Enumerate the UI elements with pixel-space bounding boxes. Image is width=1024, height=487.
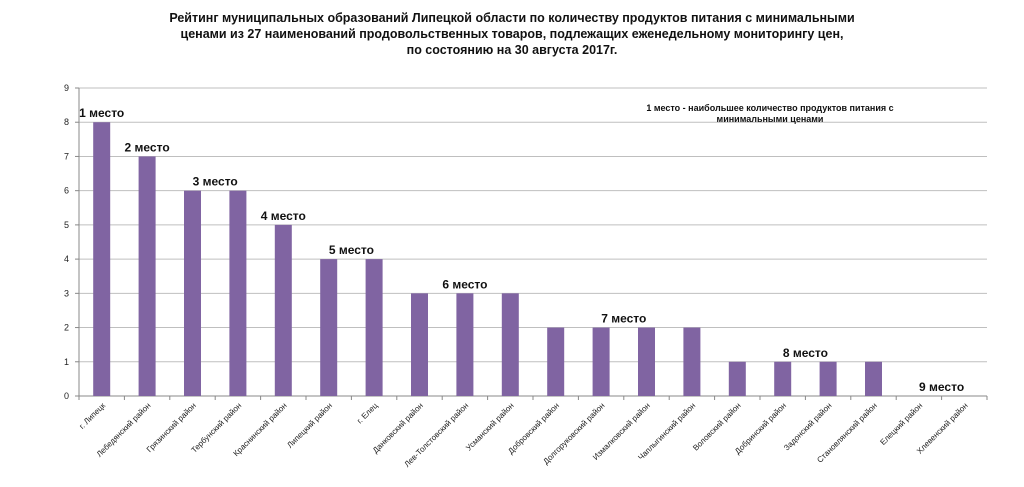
x-tick-label: Елецкий район xyxy=(878,401,924,447)
axes xyxy=(75,87,988,400)
x-tick-label: г. Елец xyxy=(355,401,380,426)
y-tick-label: 8 xyxy=(64,117,69,127)
chart-title-line-3: по состоянию на 30 августа 2017г. xyxy=(406,43,618,57)
bar xyxy=(592,327,610,396)
bar xyxy=(638,327,655,396)
bar xyxy=(93,122,111,396)
legend-note: 1 место - наибольшее количество продукто… xyxy=(646,103,893,124)
x-tick-label: г. Липецк xyxy=(77,401,107,431)
y-tick-label: 2 xyxy=(64,323,69,333)
y-tick-label: 4 xyxy=(64,254,69,264)
y-tick-label: 5 xyxy=(64,220,69,230)
bar xyxy=(683,327,701,396)
y-tick-labels: 0 1 2 3 4 5 6 7 8 9 xyxy=(64,83,69,401)
bar xyxy=(728,361,746,396)
x-tick-label: Задонский район xyxy=(782,401,833,452)
place-label: 4 место xyxy=(261,209,306,223)
chart-title-line-1: Рейтинг муниципальных образований Липецк… xyxy=(169,11,855,25)
place-label: 7 место xyxy=(601,312,646,326)
place-label: 8 место xyxy=(783,346,828,360)
x-tick-label: Липецкий район xyxy=(285,401,334,450)
bar xyxy=(320,259,338,396)
place-label: 2 место xyxy=(125,140,170,154)
bar xyxy=(274,224,292,396)
bar xyxy=(138,156,156,396)
y-tick-label: 1 xyxy=(64,357,69,367)
bar xyxy=(229,190,247,396)
place-label: 6 место xyxy=(442,277,487,291)
y-tick-label: 7 xyxy=(64,151,69,161)
y-tick-label: 0 xyxy=(64,391,69,401)
chart-title-line-2: ценами из 27 наименований продовольствен… xyxy=(180,27,844,41)
bar xyxy=(456,293,474,396)
place-label: 5 место xyxy=(329,243,374,257)
y-tick-label: 3 xyxy=(64,288,69,298)
y-tick-label: 9 xyxy=(64,83,69,93)
x-tick-label: Добринский район xyxy=(733,401,788,456)
place-labels: 1 место 2 место 3 место 4 место 5 место 6 мес… xyxy=(79,106,964,394)
gridlines xyxy=(79,87,987,363)
bar xyxy=(819,361,837,396)
bar xyxy=(411,293,428,396)
bar xyxy=(501,293,519,396)
x-tick-label: Хлевенский район xyxy=(915,401,970,456)
x-tick-label: Воловский район xyxy=(691,401,743,453)
bar xyxy=(184,190,201,396)
place-label: 3 место xyxy=(193,175,238,189)
y-tick-label: 6 xyxy=(64,186,69,196)
chart-title: Рейтинг муниципальных образований Липецк… xyxy=(0,10,1024,58)
bar xyxy=(774,361,792,396)
legend-note-line-1: 1 место - наибольшее количество продукто… xyxy=(646,103,893,113)
bars xyxy=(93,122,882,396)
place-label: 9 место xyxy=(919,380,964,394)
bar xyxy=(865,361,882,396)
legend-note-line-2: минимальными ценами xyxy=(717,114,824,124)
bar xyxy=(365,259,383,396)
bar xyxy=(547,327,565,396)
place-label: 1 место xyxy=(79,106,124,120)
x-tick-label: Грязинский район xyxy=(145,401,198,454)
x-tick-label: Усманский район xyxy=(464,401,515,452)
